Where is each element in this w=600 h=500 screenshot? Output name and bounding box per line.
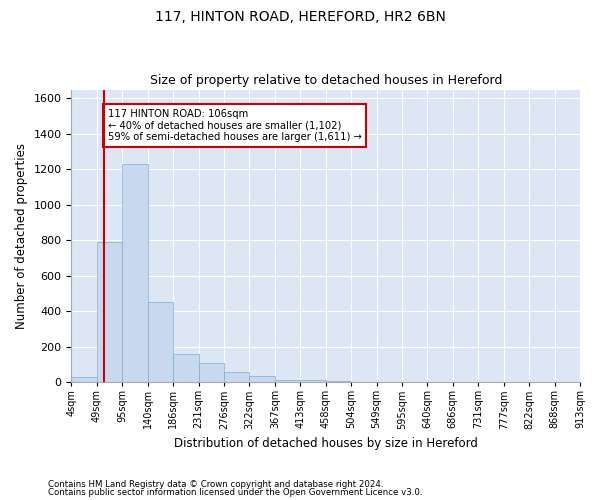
Bar — [275, 380, 300, 382]
Bar — [173, 354, 199, 382]
Bar — [148, 302, 173, 382]
Bar — [250, 376, 275, 382]
Text: 117 HINTON ROAD: 106sqm
← 40% of detached houses are smaller (1,102)
59% of semi: 117 HINTON ROAD: 106sqm ← 40% of detache… — [107, 109, 361, 142]
Title: Size of property relative to detached houses in Hereford: Size of property relative to detached ho… — [149, 74, 502, 87]
Bar — [122, 164, 148, 382]
Bar — [199, 362, 224, 382]
Bar — [300, 380, 326, 382]
Y-axis label: Number of detached properties: Number of detached properties — [15, 143, 28, 329]
Text: 117, HINTON ROAD, HEREFORD, HR2 6BN: 117, HINTON ROAD, HEREFORD, HR2 6BN — [155, 10, 445, 24]
Text: Contains HM Land Registry data © Crown copyright and database right 2024.: Contains HM Land Registry data © Crown c… — [48, 480, 383, 489]
X-axis label: Distribution of detached houses by size in Hereford: Distribution of detached houses by size … — [174, 437, 478, 450]
Bar — [97, 242, 122, 382]
Bar — [224, 372, 250, 382]
Bar — [71, 377, 97, 382]
Text: Contains public sector information licensed under the Open Government Licence v3: Contains public sector information licen… — [48, 488, 422, 497]
